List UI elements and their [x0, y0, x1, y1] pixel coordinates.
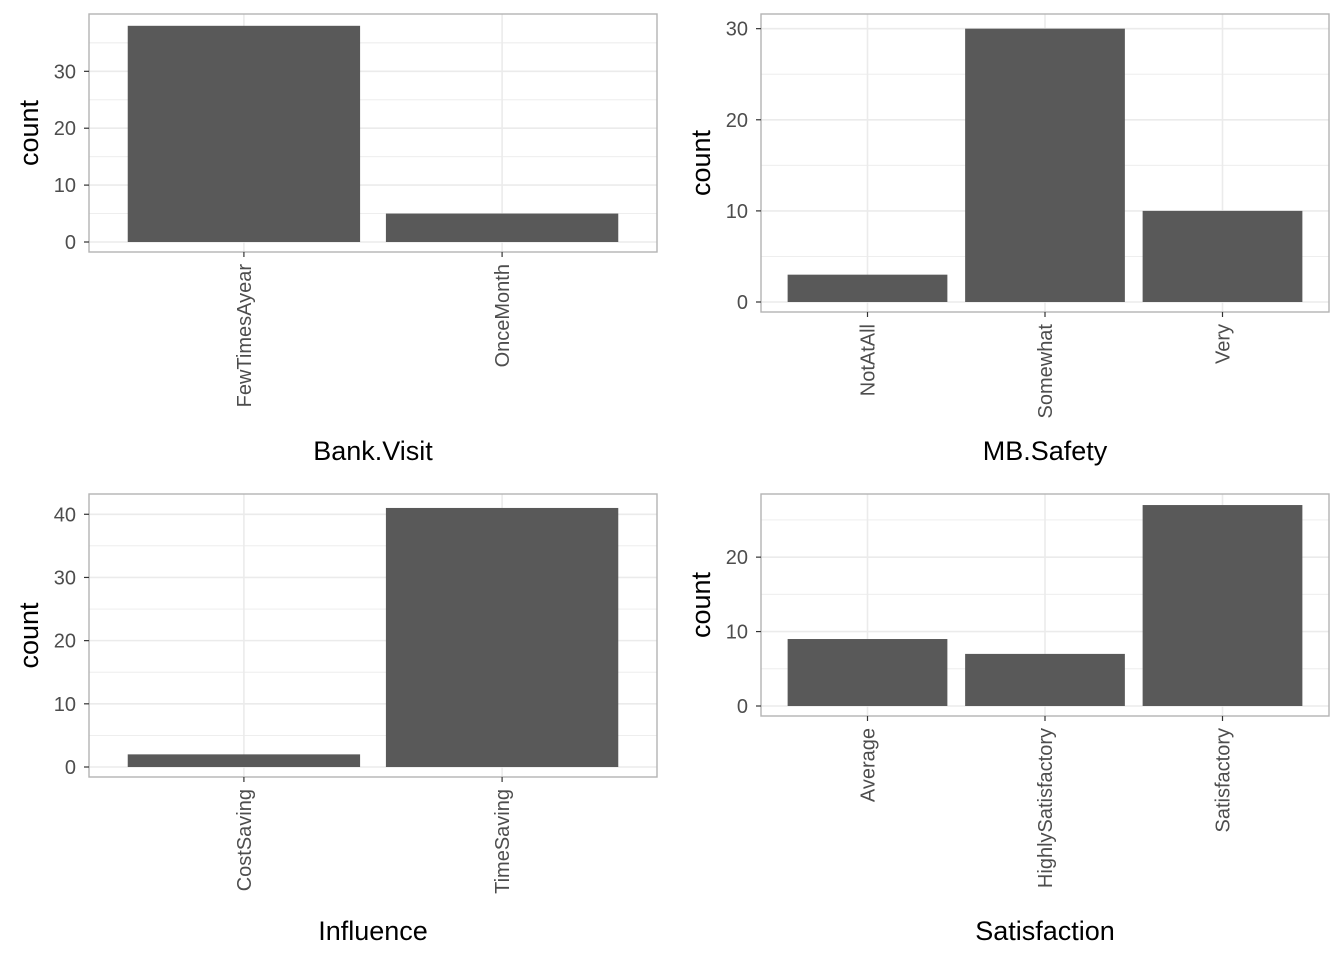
y-tick-label: 20: [54, 631, 76, 653]
bar-Very: [1142, 210, 1303, 302]
x-tick-label-Average: Average: [858, 728, 880, 802]
y-tick-label: 20: [54, 118, 76, 140]
x-tick-label-OnceMonth: OnceMonth: [492, 264, 514, 367]
y-tick-label: 0: [65, 232, 76, 254]
y-tick-label: 10: [54, 694, 76, 716]
x-tick-label-Somewhat: Somewhat: [1035, 324, 1057, 419]
panel-border: [88, 493, 658, 778]
y-axis-title: count: [14, 99, 44, 166]
chart-panel-3: 0 10 20 30 40 CostSaving TimeSaving Influence co…: [14, 493, 658, 946]
y-tick-label: 10: [726, 201, 748, 223]
y-tick-label: 10: [726, 622, 748, 644]
x-tick-label-TimeSaving: TimeSaving: [492, 789, 514, 894]
chart-panel-4: 0 10 20 Average HighlySatisfactory Satisfacto…: [686, 493, 1330, 946]
y-tick-label: 30: [54, 567, 76, 589]
y-tick-label: 10: [54, 175, 76, 197]
bar-TimeSaving: [385, 507, 619, 767]
panel-border: [88, 13, 658, 253]
bar-Average: [787, 639, 948, 706]
y-axis-title: count: [14, 602, 44, 669]
x-tick-label-NotAtAll: NotAtAll: [858, 324, 880, 396]
bar-NotAtAll: [787, 274, 948, 302]
y-tick-label: 20: [726, 547, 748, 569]
y-tick-label: 0: [65, 757, 76, 779]
x-axis-title: Bank.Visit: [313, 436, 433, 466]
x-tick-label-HighlySatisfactory: HighlySatisfactory: [1035, 728, 1057, 888]
y-tick-label: 30: [54, 61, 76, 83]
y-tick-label: 20: [726, 110, 748, 132]
bar-CostSaving: [127, 754, 361, 767]
y-axis-title: count: [686, 129, 716, 196]
x-tick-label-CostSaving: CostSaving: [234, 789, 256, 891]
y-tick-label: 0: [737, 696, 748, 718]
bar-FewTimesAyear: [127, 25, 361, 242]
y-tick-label: 30: [726, 19, 748, 41]
x-tick-label-Satisfactory: Satisfactory: [1213, 728, 1235, 832]
x-tick-label-FewTimesAyear: FewTimesAyear: [234, 264, 256, 408]
bar-OnceMonth: [385, 213, 619, 242]
x-axis-title: MB.Safety: [983, 436, 1108, 466]
chart-panel-1: 0 10 20 30 FewTimesAyear OnceMonth Bank.Visit c…: [14, 13, 658, 466]
chart-panel-2: 0 10 20 30 NotAtAll Somewhat Very MB.Safety coun…: [686, 13, 1330, 466]
y-axis-title: count: [686, 571, 716, 638]
y-tick-label: 0: [737, 292, 748, 314]
bar-HighlySatisfactory: [965, 653, 1125, 706]
y-tick-label: 40: [54, 504, 76, 526]
x-axis-title: Satisfaction: [975, 916, 1115, 946]
x-tick-label-Very: Very: [1213, 324, 1235, 364]
x-axis-title: Influence: [318, 916, 428, 946]
bar-Satisfactory: [1142, 505, 1303, 706]
bar-Somewhat: [965, 28, 1125, 303]
